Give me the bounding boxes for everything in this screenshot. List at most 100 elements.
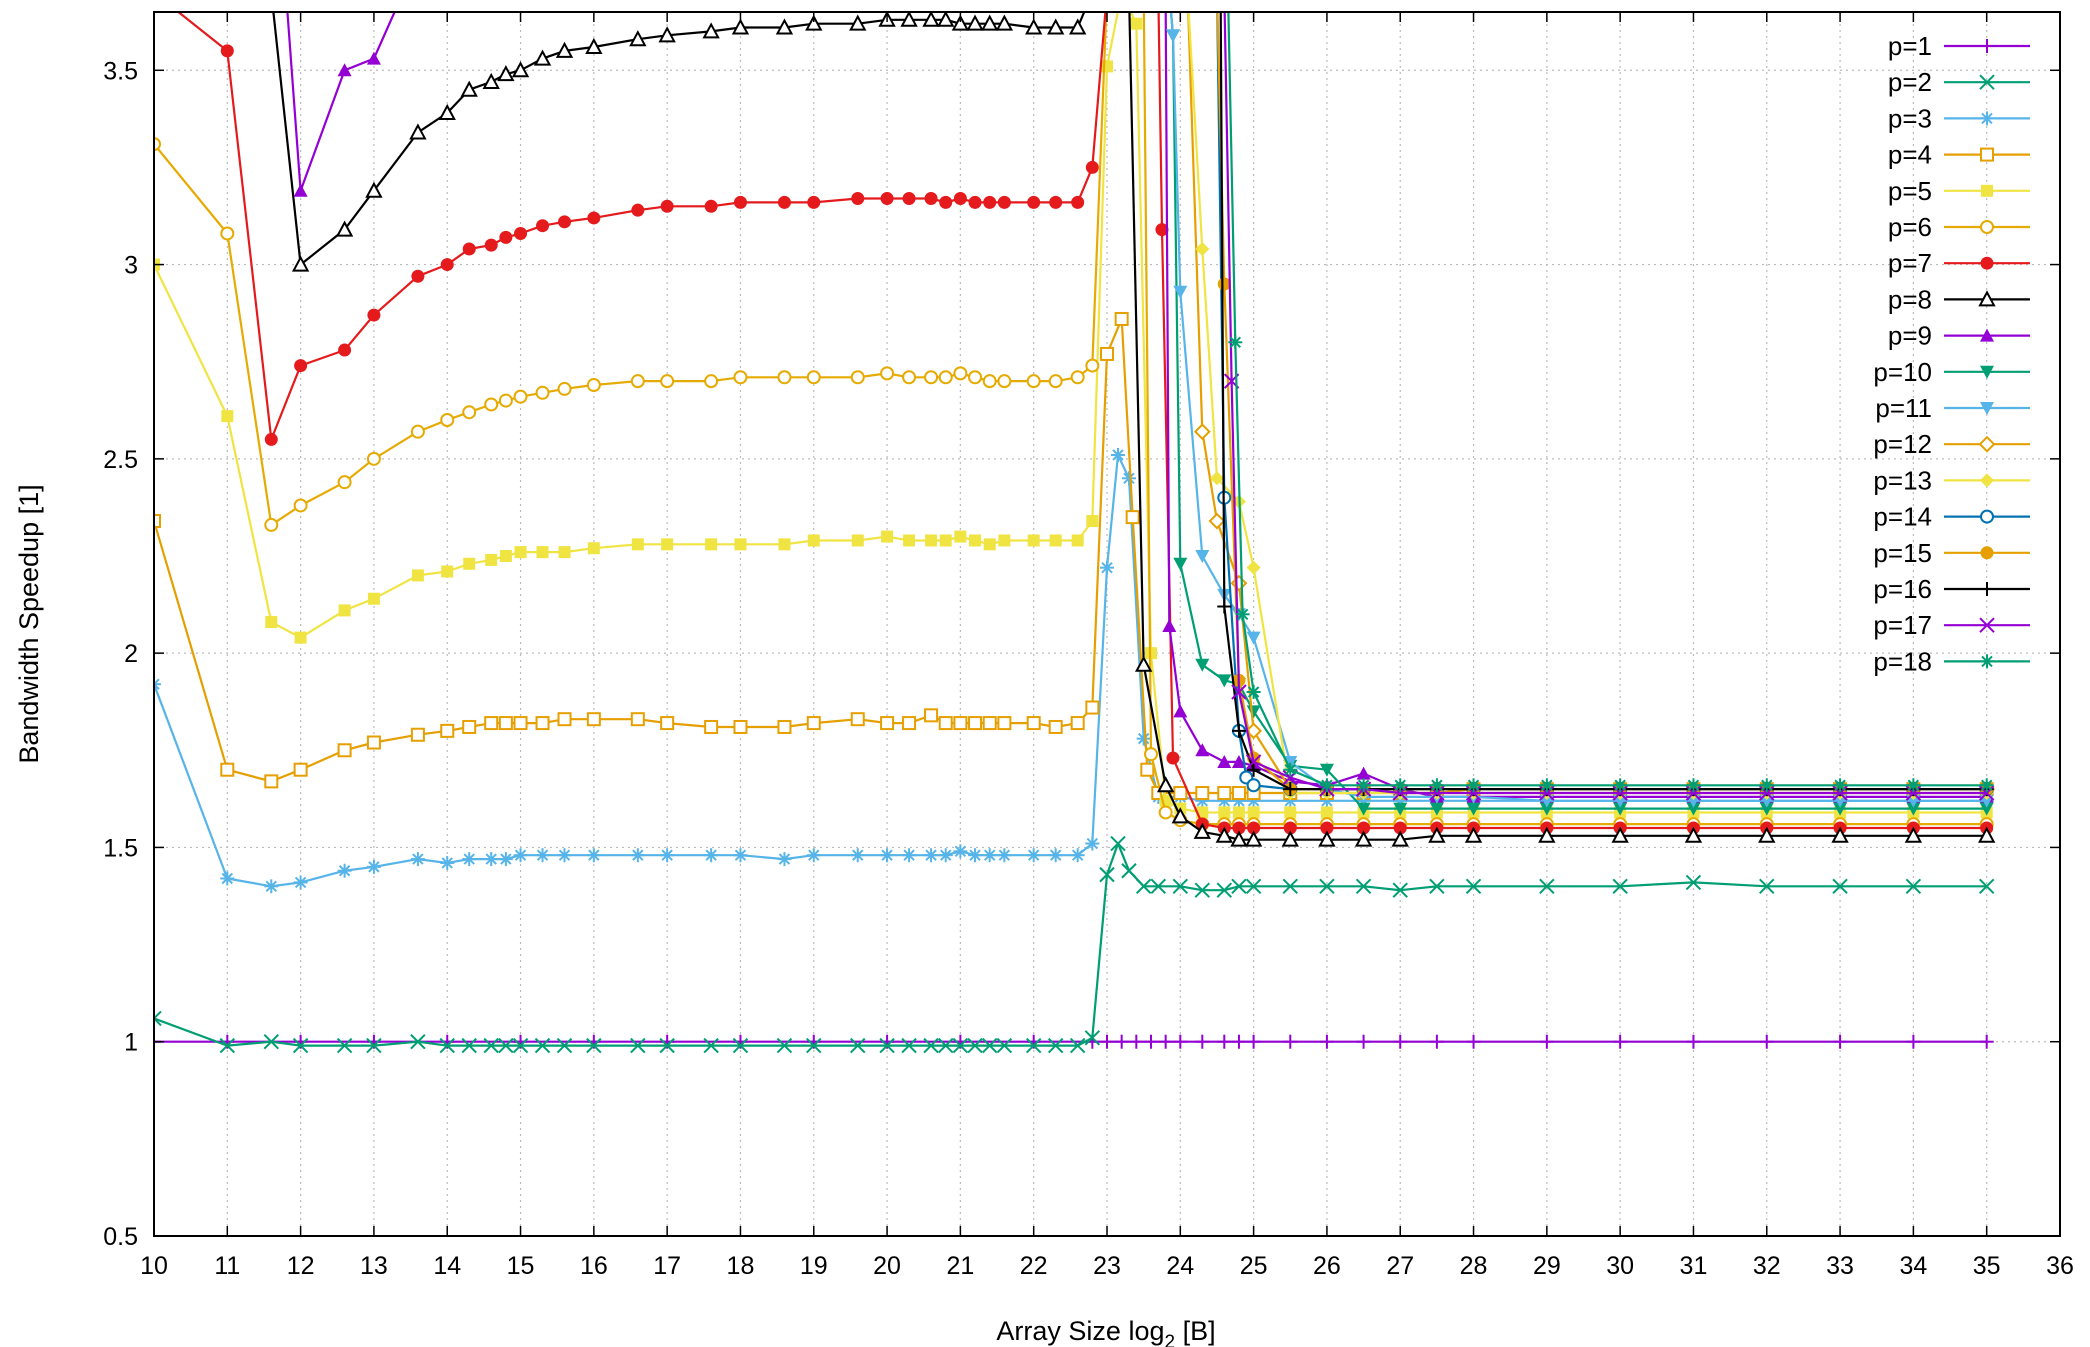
data-point bbox=[1833, 802, 1848, 816]
data-point bbox=[1195, 786, 1210, 801]
data-point bbox=[1904, 826, 1923, 843]
data-point bbox=[702, 22, 720, 39]
data-point bbox=[733, 370, 748, 385]
data-point bbox=[732, 1037, 749, 1054]
data-point bbox=[1228, 335, 1243, 350]
data-point bbox=[1393, 821, 1407, 835]
data-point bbox=[630, 848, 645, 863]
data-point bbox=[1539, 878, 1555, 894]
data-point bbox=[264, 879, 279, 894]
data-point bbox=[1069, 1037, 1086, 1054]
data-point bbox=[1085, 160, 1099, 174]
data-point bbox=[969, 534, 982, 547]
data-point bbox=[1980, 509, 1994, 524]
legend-item-p-4: p=4 bbox=[1888, 140, 2030, 170]
data-point bbox=[660, 374, 675, 389]
data-point bbox=[534, 1037, 551, 1054]
data-point bbox=[1283, 762, 1298, 777]
data-point bbox=[1215, 826, 1233, 843]
data-point bbox=[535, 385, 550, 400]
data-point bbox=[902, 192, 916, 206]
data-point bbox=[462, 852, 477, 867]
data-point bbox=[879, 1037, 895, 1054]
y-tick-label: 1 bbox=[124, 1029, 138, 1057]
data-point bbox=[1832, 878, 1848, 894]
data-point bbox=[220, 44, 234, 58]
data-point bbox=[1357, 821, 1371, 835]
legend-label: p=13 bbox=[1873, 465, 1932, 495]
data-point bbox=[1235, 607, 1250, 622]
data-point bbox=[1686, 778, 1701, 793]
data-point bbox=[1246, 631, 1261, 645]
data-point bbox=[536, 546, 549, 559]
data-point bbox=[733, 848, 748, 863]
data-point bbox=[1130, 17, 1143, 30]
data-point bbox=[1193, 822, 1211, 839]
legend-item-p-18: p=18 bbox=[1873, 646, 2030, 676]
data-point bbox=[585, 37, 603, 54]
data-point bbox=[462, 242, 476, 256]
data-point bbox=[558, 215, 572, 229]
x-tick-label: 29 bbox=[1533, 1252, 1561, 1280]
data-point bbox=[1217, 277, 1231, 291]
data-point bbox=[1429, 785, 1445, 801]
data-point bbox=[1464, 826, 1483, 843]
data-point bbox=[631, 203, 645, 217]
data-point bbox=[1208, 512, 1226, 530]
data-point bbox=[438, 103, 456, 121]
data-point bbox=[482, 72, 500, 89]
data-point bbox=[924, 192, 938, 206]
data-point bbox=[1143, 747, 1158, 762]
data-point bbox=[953, 366, 968, 381]
data-point bbox=[1355, 878, 1372, 894]
data-point bbox=[631, 538, 644, 551]
data-point bbox=[1209, 471, 1224, 486]
data-point bbox=[733, 719, 748, 734]
x-tick-label: 15 bbox=[507, 1252, 535, 1280]
data-point bbox=[1085, 836, 1100, 851]
data-point bbox=[1356, 802, 1371, 816]
data-point bbox=[661, 538, 674, 551]
data-point bbox=[1539, 802, 1554, 816]
data-point bbox=[966, 14, 984, 31]
data-point bbox=[1356, 766, 1371, 780]
data-point bbox=[1320, 821, 1334, 835]
data-point bbox=[1194, 882, 1211, 898]
data-point bbox=[1070, 370, 1085, 385]
data-point bbox=[411, 569, 424, 582]
data-point bbox=[1246, 685, 1261, 699]
data-point bbox=[1125, 510, 1140, 525]
x-axis-ticks: 10 11 12 13 14 15 16 17 18 19 20 21 22 23 24 25 26 27 28 29… bbox=[140, 12, 2074, 1280]
legend-label: p=7 bbox=[1888, 248, 1932, 278]
data-point bbox=[951, 14, 970, 31]
data-point bbox=[535, 848, 550, 863]
data-point bbox=[1070, 716, 1085, 731]
data-point bbox=[264, 774, 279, 789]
y-axis-ticks: 0.5 1 1.5 2 2.5 3 3.5 bbox=[103, 57, 2060, 1251]
data-point bbox=[1906, 778, 1921, 793]
data-point bbox=[1047, 18, 1065, 35]
data-point bbox=[704, 199, 718, 213]
data-point bbox=[1391, 830, 1409, 847]
data-point bbox=[1980, 111, 1994, 126]
data-point bbox=[924, 708, 939, 723]
data-point bbox=[1071, 534, 1084, 547]
data-point bbox=[1070, 848, 1085, 863]
data-point bbox=[1392, 882, 1408, 898]
data-point bbox=[1101, 60, 1113, 73]
data-point bbox=[1231, 786, 1246, 801]
data-point bbox=[1758, 826, 1776, 843]
data-point bbox=[1049, 534, 1062, 547]
legend-item-p-14: p=14 bbox=[1873, 502, 2030, 532]
x-tick-label: 21 bbox=[946, 1252, 974, 1280]
data-point bbox=[1980, 365, 1994, 379]
x-tick-label: 19 bbox=[800, 1252, 828, 1280]
data-point bbox=[1218, 806, 1231, 819]
data-point bbox=[1100, 560, 1114, 575]
data-point bbox=[1980, 220, 1994, 234]
series-p-7 bbox=[176, 12, 1994, 835]
data-point bbox=[922, 12, 940, 27]
data-point bbox=[1465, 878, 1482, 894]
data-point bbox=[587, 211, 601, 225]
data-point bbox=[1230, 830, 1248, 847]
